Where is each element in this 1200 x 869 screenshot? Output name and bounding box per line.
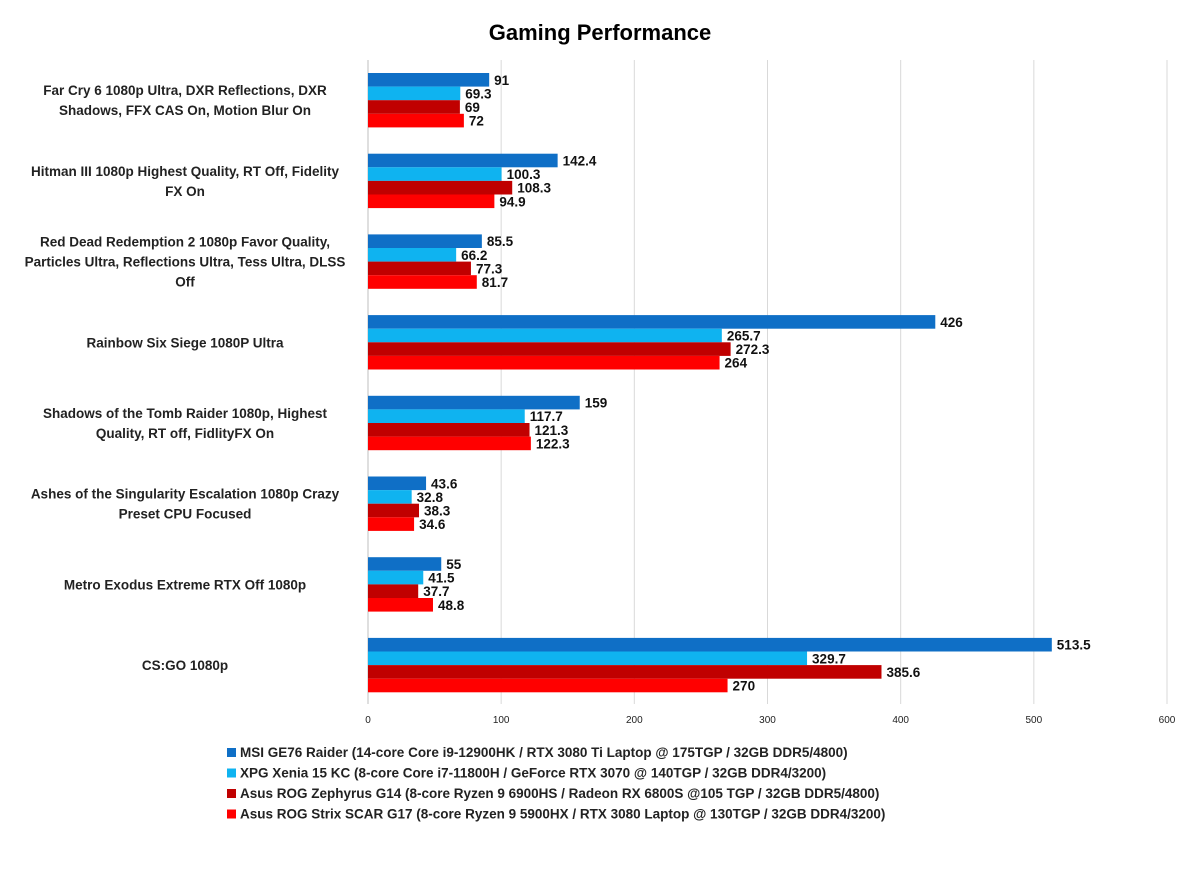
bar-value-label: 37.7: [423, 584, 449, 599]
bar: [368, 423, 530, 437]
category-labels: Far Cry 6 1080p Ultra, DXR Reflections, …: [25, 83, 346, 673]
category-label: CS:GO 1080p: [142, 658, 228, 673]
category-label: Metro Exodus Extreme RTX Off 1080p: [64, 577, 306, 592]
bar-value-label: 94.9: [499, 194, 525, 209]
x-tick-label: 200: [626, 715, 643, 726]
x-tick-label: 100: [493, 715, 510, 726]
bar: [368, 355, 720, 370]
legend-entry: XPG Xenia 15 KC (8-core Core i7-11800H /…: [240, 766, 826, 781]
legend-entry: MSI GE76 Raider (14-core Core i9-12900HK…: [240, 745, 848, 760]
bar: [368, 86, 461, 101]
bar-value-label: 69.3: [465, 86, 492, 101]
legend-swatch: [227, 768, 236, 778]
bar: [368, 261, 471, 276]
bar-value-label: 264: [725, 356, 748, 371]
bar-value-label: 142.4: [563, 154, 597, 169]
bar-value-label: 108.3: [517, 181, 551, 196]
category-label: Far Cry 6 1080p Ultra, DXR Reflections, …: [43, 83, 327, 118]
bar-value-label: 32.8: [417, 490, 444, 505]
x-tick-label: 600: [1159, 715, 1176, 726]
bar-value-label: 329.7: [812, 651, 846, 666]
bar-value-label: 91: [494, 73, 510, 88]
bar: [368, 678, 728, 693]
bar: [368, 637, 1052, 652]
bar: [368, 342, 731, 356]
bar: [368, 517, 415, 531]
bars: [368, 73, 1052, 693]
bar: [368, 570, 424, 585]
bar: [368, 234, 482, 248]
category-label: Rainbow Six Siege 1080P Ultra: [86, 335, 284, 350]
bar: [368, 584, 419, 598]
bar: [368, 315, 936, 329]
x-tick-label: 500: [1025, 715, 1042, 726]
bar-value-label: 426: [940, 315, 963, 330]
bar: [368, 490, 412, 504]
bar-value-label: 81.7: [482, 275, 508, 290]
bar-value-label: 122.3: [536, 436, 570, 451]
bar: [368, 665, 882, 679]
bar-value-label: 270: [733, 679, 756, 694]
x-tick-label: 400: [892, 715, 909, 726]
bar: [368, 153, 558, 168]
x-tick-label: 0: [365, 715, 371, 726]
category-label: Hitman III 1080p Highest Quality, RT Off…: [31, 164, 340, 199]
bar-value-label: 34.6: [419, 517, 446, 532]
bar-value-label: 159: [585, 396, 608, 411]
bar-value-label: 77.3: [476, 261, 503, 276]
bar: [368, 476, 427, 491]
bar-value-label: 48.8: [438, 598, 465, 613]
bar: [368, 113, 464, 128]
bar-value-label: 41.5: [428, 571, 455, 586]
bar-value-label: 513.5: [1057, 638, 1091, 653]
category-label: Shadows of the Tomb Raider 1080p, Highes…: [43, 406, 328, 441]
bar-value-label: 385.6: [886, 665, 920, 680]
bar: [368, 557, 442, 571]
bar-value-label: 100.3: [507, 167, 541, 182]
bar: [368, 598, 433, 612]
legend-entry: Asus ROG Zephyrus G14 (8-core Ryzen 9 69…: [240, 786, 879, 801]
bar: [368, 73, 490, 87]
chart-title: Gaming Performance: [489, 20, 712, 45]
bar: [368, 167, 502, 181]
bar-value-label: 38.3: [424, 504, 451, 519]
legend-entry: Asus ROG Strix SCAR G17 (8-core Ryzen 9 …: [240, 807, 885, 822]
legend-swatch: [227, 789, 236, 798]
bar: [368, 194, 495, 209]
bar-value-label: 121.3: [535, 423, 569, 438]
bar-value-label: 265.7: [727, 329, 761, 344]
bar-value-label: 69: [465, 100, 480, 115]
legend: MSI GE76 Raider (14-core Core i9-12900HK…: [227, 745, 885, 822]
bar-value-label: 117.7: [530, 409, 563, 424]
bar: [368, 409, 525, 423]
bar: [368, 248, 457, 262]
bar-value-label: 66.2: [461, 248, 487, 263]
bar: [368, 503, 420, 518]
bar-value-label: 72: [469, 114, 484, 129]
bar-value-label: 43.6: [431, 476, 458, 491]
bar: [368, 180, 513, 195]
bar: [368, 651, 808, 666]
category-label: Red Dead Redemption 2 1080p Favor Qualit…: [25, 235, 346, 290]
legend-swatch: [227, 809, 236, 819]
bar: [368, 328, 722, 343]
bar-value-label: 85.5: [487, 234, 514, 249]
x-tick-label: 300: [759, 715, 776, 726]
bar-value-label: 272.3: [736, 342, 770, 357]
x-axis-ticks: 0 100 200 300 400 500 600: [365, 715, 1176, 726]
category-label: Ashes of the Singularity Escalation 1080…: [31, 487, 340, 522]
bar: [368, 436, 531, 451]
bar-value-label: 55: [446, 557, 462, 572]
legend-swatch: [227, 748, 236, 757]
bar: [368, 275, 477, 289]
bar: [368, 100, 460, 114]
bar: [368, 395, 580, 410]
